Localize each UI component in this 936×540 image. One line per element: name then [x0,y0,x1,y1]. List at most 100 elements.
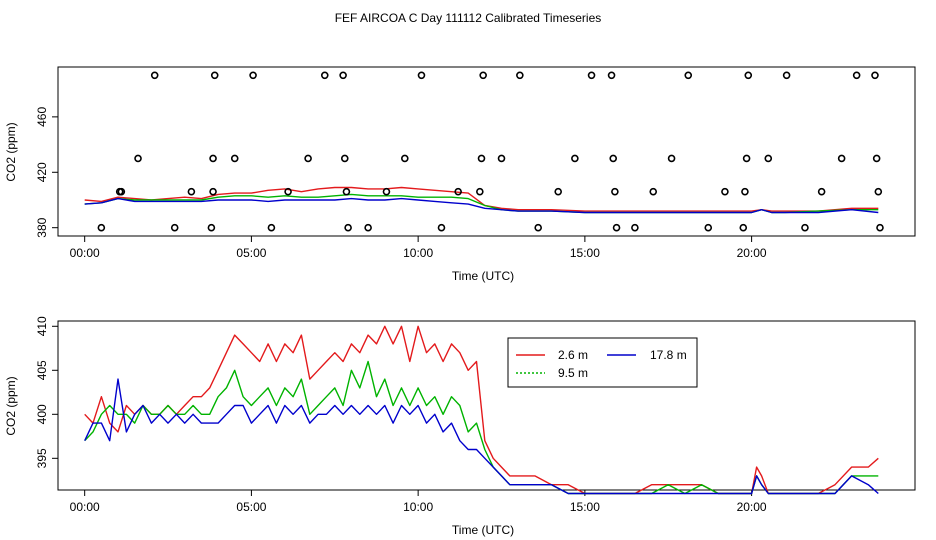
top-reference-point [207,223,216,232]
top-reference-point [497,154,506,163]
bottom-series-2-6-m [84,325,879,495]
bottom-x-tick-label: 00:00 [70,500,100,514]
bottom-x-axis: 00:00 05:00 10:00 15:00 20:00 [70,490,767,514]
top-reference-point [284,187,292,196]
bottom-y-tick-label: 410 [35,316,49,336]
top-reference-point [150,71,159,80]
top-reference-point [477,154,486,163]
top-reference-point [609,154,618,163]
top-y-tick-label: 460 [35,107,49,127]
top-reference-point [516,71,524,80]
top-series [84,71,884,232]
top-reference-point [741,187,749,196]
top-x-axis-label: Time (UTC) [452,269,514,283]
top-reference-point [382,187,391,196]
top-reference-point [364,223,372,232]
top-reference-point [249,71,257,80]
top-reference-point [210,71,219,80]
top-y-axis: 380 420 460 [35,107,58,238]
top-reference-point [534,223,542,232]
top-y-axis-label: CO2 (ppm) [4,122,18,181]
bottom-y-tick-label: 400 [35,404,49,424]
top-x-tick-label: 05:00 [236,246,266,260]
top-reference-point [852,71,861,80]
top-x-tick-label: 15:00 [570,246,600,260]
top-x-tick-label: 00:00 [70,246,100,260]
top-reference-point [230,154,239,163]
top-reference-point [401,154,409,163]
top-x-tick-label: 20:00 [737,246,767,260]
top-reference-point [454,187,462,196]
top-reference-point [437,223,446,232]
top-reference-point [612,223,621,232]
top-reference-point [782,71,791,80]
top-reference-point [837,154,846,163]
top-reference-point [340,154,349,163]
top-reference-point [209,154,217,163]
bottom-x-tick-label: 20:00 [737,500,767,514]
top-x-tick-label: 10:00 [403,246,433,260]
top-reference-point [342,187,351,196]
top-reference-point [476,187,484,196]
top-reference-point [611,187,619,196]
top-y-tick-label: 420 [35,162,49,182]
bottom-y-axis-label: CO2 (ppm) [4,376,18,435]
top-reference-point [571,154,579,163]
legend-label-2-6m: 2.6 m [558,348,588,362]
legend: 2.6 m 17.8 m 9.5 m [507,337,698,388]
top-reference-point [739,223,748,232]
top-reference-point [209,187,217,196]
bottom-y-tick-label: 395 [35,448,49,468]
top-reference-point [587,71,596,80]
top-panel: 380 420 460 00:00 05:00 10:00 15:00 20:00 Time… [4,66,916,283]
bottom-plot-frame [57,320,916,491]
bottom-y-axis: 395 400 405 410 [35,316,58,468]
top-reference-point [134,154,142,163]
top-reference-point [479,71,487,80]
top-reference-point [764,154,773,163]
top-reference-point [876,223,884,232]
legend-label-17-8m: 17.8 m [650,348,687,362]
top-reference-point [417,71,426,80]
top-reference-point [742,154,751,163]
top-reference-point [872,154,881,163]
top-series-17-8-m [84,197,879,214]
top-reference-point [339,71,347,80]
top-reference-point [170,223,179,232]
legend-label-9-5m: 9.5 m [558,366,588,380]
top-reference-point [344,223,352,232]
top-reference-point [721,187,729,196]
top-reference-point [667,154,676,163]
top-reference-point [744,71,753,80]
bottom-x-tick-label: 15:00 [570,500,600,514]
top-reference-point [871,71,879,80]
top-reference-point [649,187,658,196]
figure-title: FEF AIRCOA C Day 111112 Calibrated Times… [335,11,602,25]
top-plot-frame [57,66,916,237]
top-reference-point [874,187,883,196]
bottom-x-tick-label: 10:00 [403,500,433,514]
bottom-x-tick-label: 05:00 [236,500,266,514]
top-x-axis: 00:00 05:00 10:00 15:00 20:00 [70,236,767,260]
top-reference-point [187,187,196,196]
bottom-series-9-5-m [84,360,879,495]
top-y-tick-label: 380 [35,217,49,237]
bottom-series [84,325,879,495]
legend-box [507,337,698,388]
bottom-panel: 395 400 405 410 00:00 05:00 10:00 15:00 20:00 T… [4,316,916,537]
top-reference-point [684,71,693,80]
bottom-x-axis-label: Time (UTC) [452,523,514,537]
top-reference-point [304,154,312,163]
bottom-series-17-8-m [84,378,879,495]
top-reference-point [607,71,616,80]
top-reference-point [631,223,639,232]
top-reference-point [704,223,713,232]
top-reference-point [320,71,329,80]
top-reference-point [801,223,809,232]
top-reference-point [554,187,562,196]
top-series-2-6-m [84,186,879,212]
top-reference-point [817,187,826,196]
bottom-y-tick-label: 405 [35,360,49,380]
top-reference-point [267,223,276,232]
